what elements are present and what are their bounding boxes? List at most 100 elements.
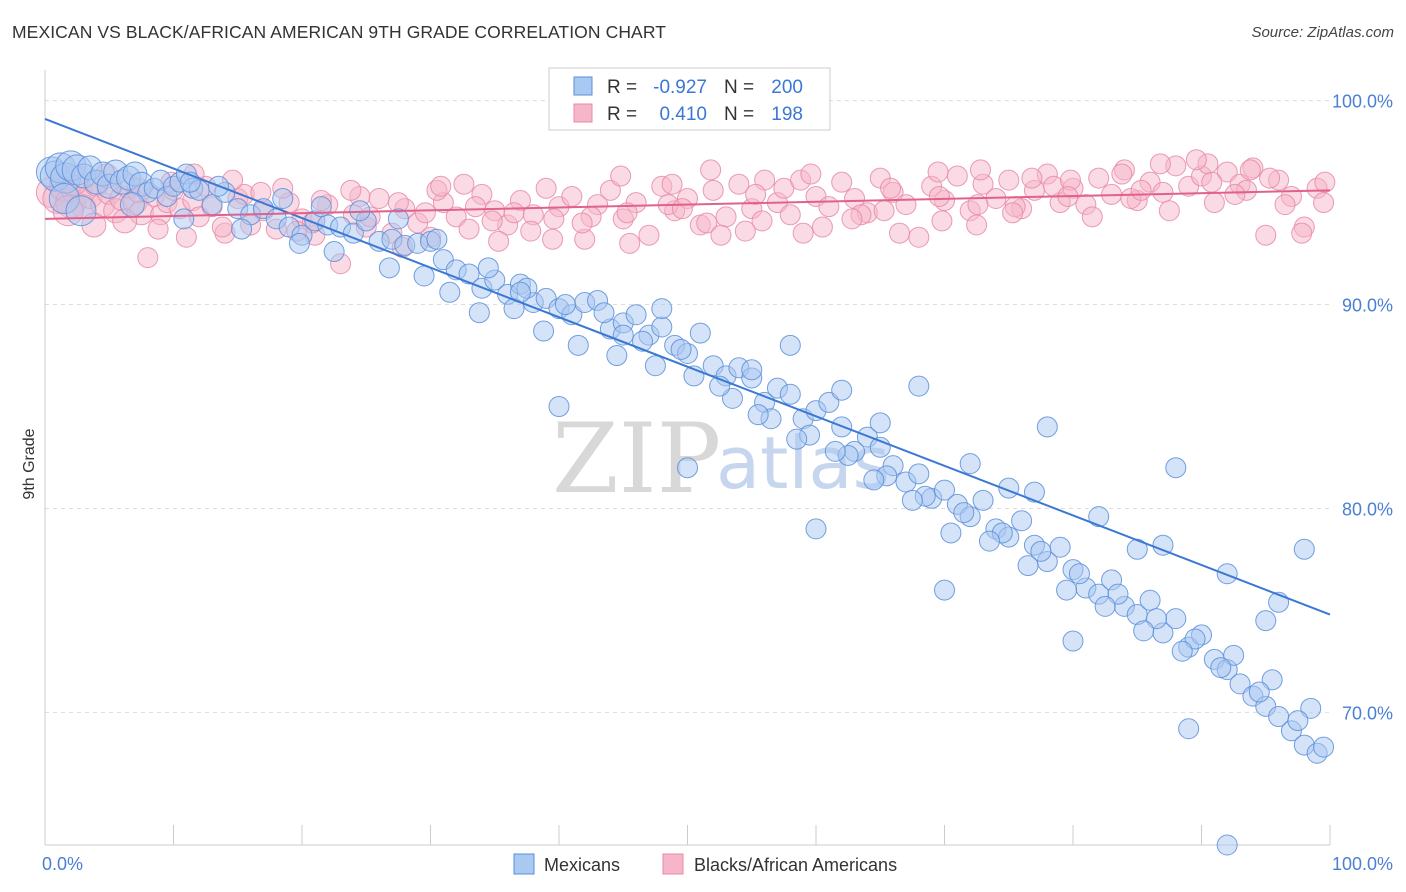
stats-r-label-mexicans: R =: [607, 77, 637, 98]
y-tick-label: 80.0%: [1342, 499, 1393, 519]
mexicans-point: [173, 208, 195, 230]
mexicans-point: [934, 579, 955, 601]
mexicans-point: [1216, 834, 1238, 856]
mexicans-point: [1300, 697, 1322, 719]
mexicans-point: [1107, 583, 1129, 605]
blacks-point: [464, 196, 486, 218]
blacks-point: [520, 220, 542, 242]
blacks-point: [671, 198, 693, 220]
blacks-point: [1224, 183, 1246, 205]
mexicans-point: [632, 330, 654, 352]
mexicans-point: [323, 241, 345, 263]
mexicans-point: [1313, 736, 1335, 758]
blacks-point: [751, 210, 773, 232]
stats-swatch-blacks: [573, 103, 593, 123]
blacks-point: [1203, 192, 1225, 214]
blacks-point: [818, 196, 840, 218]
blacks-point: [535, 177, 557, 199]
blacks-point: [967, 194, 989, 216]
mexicans-point: [272, 187, 294, 209]
mexicans-point: [978, 530, 1000, 552]
mexicans-point: [1146, 608, 1168, 630]
mexicans-point: [1030, 540, 1052, 562]
mexicans-point: [349, 200, 371, 222]
mexicans-point: [651, 316, 673, 338]
mexicans-point: [477, 257, 499, 279]
mexicans-point: [953, 502, 975, 524]
mexicans-trend-line: [44, 118, 1331, 616]
blacks-point: [895, 194, 917, 216]
y-axis-label: 9th Grade: [21, 428, 38, 499]
blacks-point: [928, 185, 950, 207]
mexicans-point: [1216, 563, 1238, 585]
y-tick-label: 100.0%: [1332, 92, 1393, 112]
blacks-point: [453, 173, 475, 195]
mexicans-point: [741, 359, 763, 381]
blacks-point: [745, 183, 767, 205]
mexicans-point: [1255, 610, 1277, 632]
blacks-point: [147, 218, 169, 240]
x-tick-labels: 0.0% 100.0%: [42, 854, 1393, 874]
blacks-point: [880, 177, 902, 199]
mexicans-point: [901, 489, 923, 511]
blacks-point: [610, 165, 632, 187]
blacks-point: [702, 179, 724, 201]
mexicans-point: [1210, 657, 1232, 679]
mexicans-point: [721, 387, 743, 409]
mexicans-point: [940, 522, 962, 544]
mexicans-point: [625, 304, 647, 326]
stats-legend-box: [548, 67, 831, 131]
mexicans-point: [1171, 640, 1193, 662]
y-tick-label: 70.0%: [1342, 703, 1393, 723]
blacks-point: [1185, 149, 1207, 171]
blacks-point: [1314, 171, 1336, 193]
mexicans-point: [1248, 681, 1270, 703]
mexicans-point: [1287, 710, 1309, 732]
mexicans-point: [387, 208, 409, 230]
mexicans-point: [779, 334, 801, 356]
mexicans-point: [1139, 589, 1161, 611]
blacks-point: [619, 232, 641, 254]
mexicans-point: [567, 334, 589, 356]
blacks-point: [773, 177, 795, 199]
mexicans-point: [65, 195, 97, 227]
blacks-point: [908, 226, 930, 248]
stats-swatch-mexicans: [573, 76, 593, 96]
stats-legend: R = -0.927 N = 200 R = 0.410 N = 198: [548, 67, 831, 131]
blacks-point: [1291, 222, 1313, 244]
mexicans-point: [468, 302, 490, 324]
legend-swatch-mexicans: [513, 853, 535, 875]
mexicans-point: [689, 322, 711, 344]
blacks-point: [1216, 161, 1238, 183]
blacks-point: [1201, 171, 1223, 193]
blacks-point: [542, 228, 564, 250]
blacks-point: [873, 200, 895, 222]
stats-n-value-blacks: 198: [771, 104, 803, 125]
mexicans-point: [1068, 563, 1090, 585]
blacks-point: [445, 206, 467, 228]
blacks-point: [340, 179, 362, 201]
blacks-point: [1274, 194, 1296, 216]
blacks-point: [661, 173, 683, 195]
stats-n-value-mexicans: 200: [771, 77, 803, 98]
blacks-point: [931, 210, 953, 232]
chart-title: MEXICAN VS BLACK/AFRICAN AMERICAN 9TH GR…: [12, 22, 667, 42]
blacks-point: [616, 202, 638, 224]
blacks-point: [792, 222, 814, 244]
blacks-point: [503, 202, 525, 224]
blacks-point: [1149, 153, 1171, 175]
mexicans-point: [1229, 673, 1251, 695]
mexicans-point: [747, 404, 769, 426]
blacks-point: [728, 173, 750, 195]
mexicans-point: [458, 263, 480, 285]
blacks-point: [1158, 200, 1180, 222]
source-label: Source: ZipAtlas.com: [1251, 24, 1394, 41]
mexicans-point: [231, 218, 253, 240]
blacks-trend-line: [44, 189, 1331, 220]
blacks-point: [430, 175, 452, 197]
stats-n-label-mexicans: N =: [724, 77, 754, 98]
mexicans-point: [863, 469, 885, 491]
blacks-point: [488, 230, 510, 252]
blacks-point: [561, 185, 583, 207]
blacks-point: [638, 224, 660, 246]
